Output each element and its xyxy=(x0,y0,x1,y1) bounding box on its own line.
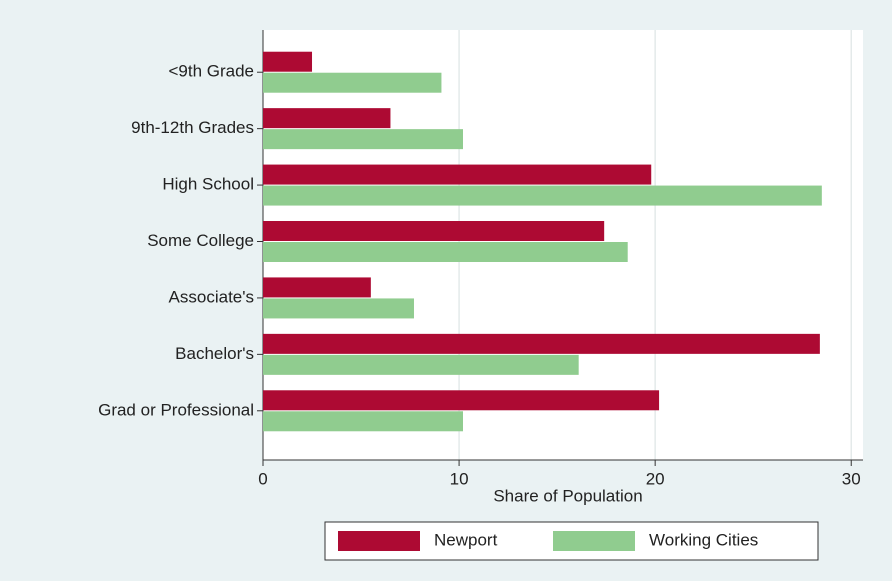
bar xyxy=(263,390,660,411)
y-tick-label: <9th Grade xyxy=(168,62,254,81)
bar xyxy=(263,221,605,241)
y-tick-label: High School xyxy=(162,175,254,194)
legend-label: Working Cities xyxy=(649,530,758,549)
bar xyxy=(263,51,313,72)
bar xyxy=(263,411,463,432)
bar xyxy=(263,277,371,298)
x-tick-label: 10 xyxy=(450,469,469,488)
bar xyxy=(263,354,579,375)
bar xyxy=(263,242,628,262)
legend-label: Newport xyxy=(434,530,498,549)
y-tick-label: Bachelor's xyxy=(175,344,254,363)
legend-swatch xyxy=(338,531,420,551)
y-tick-label: Grad or Professional xyxy=(98,400,254,419)
y-tick-label: Associate's xyxy=(169,287,254,306)
bar xyxy=(263,164,652,185)
legend-swatch xyxy=(553,531,635,551)
x-tick-label: 0 xyxy=(258,469,267,488)
y-tick-label: Some College xyxy=(147,231,254,250)
bar xyxy=(263,129,463,150)
y-tick-label: 9th-12th Grades xyxy=(131,118,254,137)
bar xyxy=(263,185,822,206)
x-axis-title: Share of Population xyxy=(493,486,642,505)
x-tick-label: 30 xyxy=(842,469,861,488)
bar xyxy=(263,72,442,93)
bar xyxy=(263,108,391,129)
bar xyxy=(263,333,820,354)
x-tick-label: 20 xyxy=(646,469,665,488)
bar xyxy=(263,298,414,319)
